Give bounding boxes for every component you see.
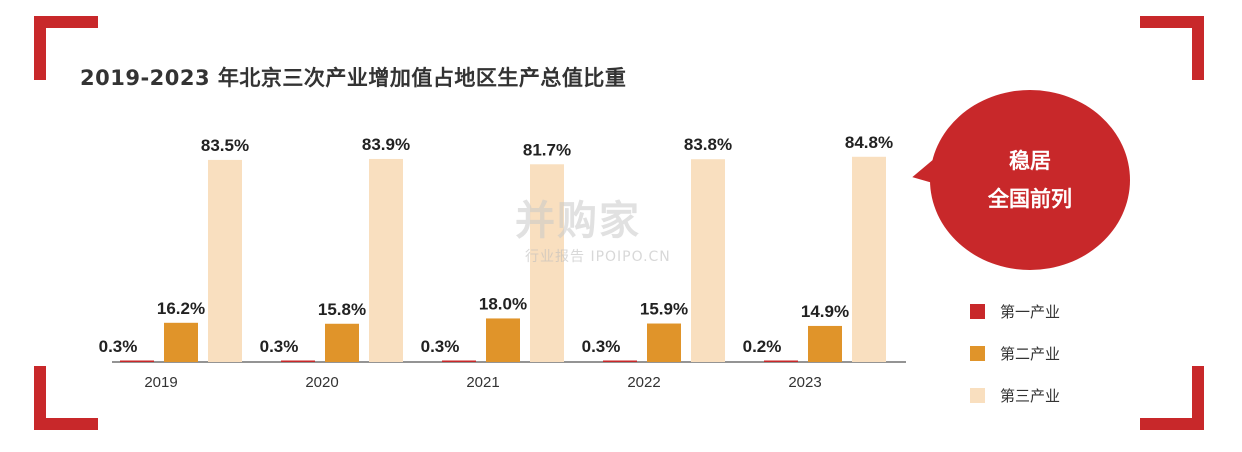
legend: 第一产业 第二产业 第三产业 bbox=[970, 290, 1060, 416]
legend-label-secondary: 第二产业 bbox=[1000, 344, 1061, 363]
x-tick-label-2022: 2022 bbox=[627, 374, 660, 391]
legend-item-primary: 第一产业 bbox=[970, 290, 1060, 332]
chart-title: 2019-2023 年北京三次产业增加值占地区生产总值比重 bbox=[80, 66, 627, 90]
bar-2020-series-2 bbox=[325, 323, 359, 362]
data-label-2022-series-3: 83.8% bbox=[684, 135, 732, 154]
x-tick-label-2023: 2023 bbox=[788, 374, 821, 391]
corner-bracket-top-left-h bbox=[34, 16, 98, 28]
data-label-2022-series-1: 0.3% bbox=[582, 337, 621, 356]
data-label-2019-series-2: 16.2% bbox=[157, 299, 205, 318]
bar-2022-series-3 bbox=[691, 159, 725, 362]
bar-2022-series-1 bbox=[603, 360, 637, 362]
corner-bracket-top-right-v bbox=[1192, 16, 1204, 80]
bar-2022-series-2 bbox=[647, 323, 681, 362]
bar-2019-series-1 bbox=[120, 360, 154, 362]
bar-2020-series-1 bbox=[281, 360, 315, 362]
x-tick-label-2019: 2019 bbox=[144, 374, 177, 391]
data-label-2020-series-2: 15.8% bbox=[318, 300, 366, 319]
bar-2023-series-1 bbox=[764, 360, 798, 362]
callout-bubble: 稳居 全国前列 bbox=[930, 90, 1130, 270]
legend-swatch-tertiary bbox=[970, 387, 985, 403]
legend-swatch-secondary bbox=[970, 345, 985, 361]
legend-label-primary: 第一产业 bbox=[1000, 302, 1061, 321]
data-label-2020-series-1: 0.3% bbox=[260, 337, 299, 356]
data-label-2019-series-3: 83.5% bbox=[201, 136, 249, 155]
data-label-2021-series-2: 18.0% bbox=[479, 294, 527, 313]
legend-swatch-primary bbox=[970, 303, 985, 319]
data-label-2022-series-2: 15.9% bbox=[640, 300, 688, 319]
legend-item-secondary: 第二产业 bbox=[970, 332, 1060, 374]
corner-bracket-bottom-left-v bbox=[34, 366, 46, 430]
bar-2021-series-1 bbox=[442, 360, 476, 362]
corner-bracket-top-right-h bbox=[1140, 16, 1204, 28]
bar-2021-series-3 bbox=[530, 164, 564, 362]
bar-2020-series-3 bbox=[369, 158, 403, 362]
bar-2019-series-3 bbox=[208, 159, 242, 362]
corner-bracket-bottom-right-h bbox=[1140, 418, 1204, 430]
callout-line-1: 稳居 bbox=[1009, 149, 1051, 173]
corner-bracket-bottom-right-v bbox=[1192, 366, 1204, 430]
corner-bracket-bottom-left-h bbox=[34, 418, 98, 430]
data-label-2019-series-1: 0.3% bbox=[99, 337, 138, 356]
bar-2023-series-2 bbox=[808, 325, 842, 362]
callout-line-2: 全国前列 bbox=[988, 187, 1072, 211]
legend-item-tertiary: 第三产业 bbox=[970, 374, 1060, 416]
legend-label-tertiary: 第三产业 bbox=[1000, 386, 1061, 405]
data-label-2023-series-2: 14.9% bbox=[801, 302, 849, 321]
bar-2023-series-3 bbox=[852, 156, 886, 362]
x-tick-label-2020: 2020 bbox=[305, 374, 338, 391]
x-tick-label-2021: 2021 bbox=[466, 374, 499, 391]
data-label-2020-series-3: 83.9% bbox=[362, 135, 410, 154]
data-label-2023-series-3: 84.8% bbox=[845, 133, 893, 152]
bar-2021-series-2 bbox=[486, 318, 520, 362]
corner-bracket-top-left-v bbox=[34, 16, 46, 80]
bar-2019-series-2 bbox=[164, 322, 198, 362]
data-label-2021-series-1: 0.3% bbox=[421, 337, 460, 356]
data-label-2021-series-3: 81.7% bbox=[523, 140, 571, 159]
data-label-2023-series-1: 0.2% bbox=[743, 337, 782, 356]
